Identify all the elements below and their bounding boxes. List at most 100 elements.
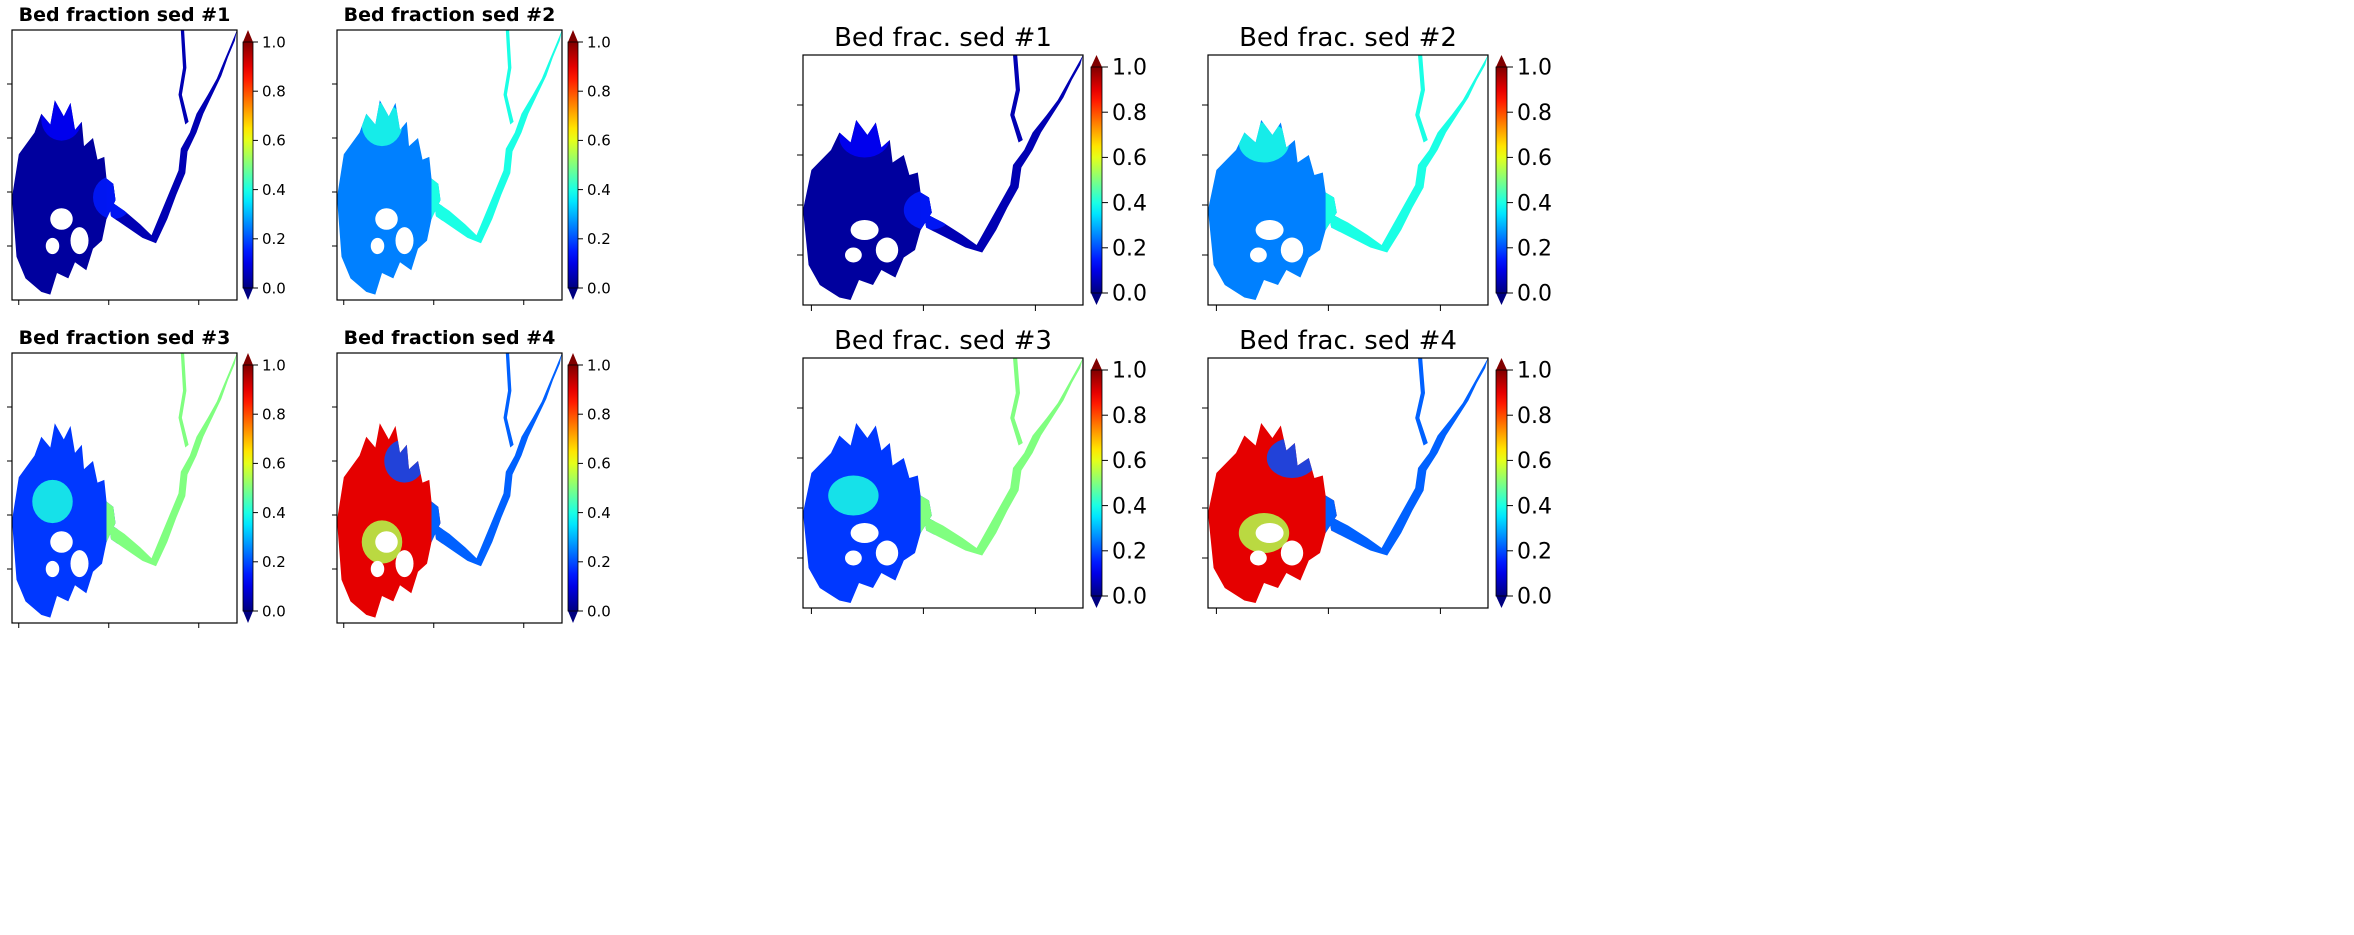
colorbar-extend-min xyxy=(568,611,578,623)
colorbar-tick-label: 0.8 xyxy=(262,405,286,423)
colorbar-extend-max xyxy=(1091,358,1102,370)
colorbar-extend-max xyxy=(568,30,578,42)
colorbar-tick-label: 1.0 xyxy=(1517,359,1552,384)
colorbar-tick-label: 0.8 xyxy=(1517,101,1552,126)
panel-title: Bed frac. sed #1 xyxy=(834,23,1052,53)
land-island xyxy=(50,208,73,230)
land-island xyxy=(50,531,73,553)
colorbar-gradient xyxy=(243,365,253,611)
colorbar-tick-label: 0.2 xyxy=(262,230,286,248)
fraction-patch xyxy=(828,476,878,516)
fraction-patch xyxy=(32,480,73,523)
colorbar-gradient xyxy=(568,365,578,611)
land-island xyxy=(371,238,385,254)
left-panel-2: Bed fraction sed #2 0.0 0.2 0.4 0.6 0.8 1.0 xyxy=(332,4,611,305)
colorbar: 0.0 0.2 0.4 0.6 0.8 1.0 xyxy=(243,30,286,300)
colorbar: 0.0 0.2 0.4 0.6 0.8 1.0 xyxy=(568,30,611,300)
colorbar-tick-label: 0.4 xyxy=(262,504,286,522)
colorbar-tick-label: 1.0 xyxy=(1517,56,1552,81)
colorbar-tick-label: 0.0 xyxy=(587,279,611,297)
colorbar-tick-label: 0.4 xyxy=(1517,191,1552,216)
colorbar-extend-min xyxy=(1091,293,1102,305)
colorbar-tick-label: 0.2 xyxy=(1517,540,1552,565)
land-island xyxy=(876,238,898,263)
colorbar-gradient xyxy=(1091,67,1102,293)
land-island xyxy=(876,541,898,566)
land-island xyxy=(1281,238,1303,263)
colorbar: 0.0 0.2 0.4 0.6 0.8 1.0 xyxy=(1091,55,1147,307)
colorbar-tick-label: 0.2 xyxy=(1517,237,1552,262)
panel-title: Bed fraction sed #3 xyxy=(19,327,231,349)
land-island xyxy=(1250,551,1267,566)
colorbar-tick-label: 0.4 xyxy=(1112,494,1147,519)
land-island xyxy=(396,227,414,254)
colorbar-extend-min xyxy=(243,611,253,623)
colorbar-gradient xyxy=(1496,67,1507,293)
colorbar-tick-label: 0.8 xyxy=(262,82,286,100)
right-panel-1: Bed frac. sed #10.00.20.40.60.81.0 xyxy=(797,23,1147,311)
colorbar-tick-label: 0.8 xyxy=(1112,404,1147,429)
colorbar: 0.0 0.2 0.4 0.6 0.8 1.0 xyxy=(1496,358,1552,610)
colorbar-tick-label: 0.8 xyxy=(1112,101,1147,126)
colorbar-gradient xyxy=(1091,370,1102,596)
colorbar-tick-label: 1.0 xyxy=(262,33,286,51)
land-island xyxy=(845,551,862,566)
colorbar-tick-label: 0.6 xyxy=(1112,146,1147,171)
panel-title: Bed fraction sed #1 xyxy=(19,4,231,26)
land-island xyxy=(1250,248,1267,263)
colorbar-tick-label: 0.8 xyxy=(587,82,611,100)
colorbar-tick-label: 0.2 xyxy=(587,553,611,571)
colorbar-tick-label: 0.8 xyxy=(1517,404,1552,429)
land-island xyxy=(375,531,398,553)
right-panel-3: Bed frac. sed #3 0.0 0.2 0.4 0.6 0.8 1.0 xyxy=(797,326,1147,614)
colorbar-tick-label: 0.2 xyxy=(1112,540,1147,565)
land-island xyxy=(1281,541,1303,566)
colorbar-tick-label: 0.0 xyxy=(1517,585,1552,610)
land-island xyxy=(1256,523,1284,543)
colorbar-tick-label: 0.4 xyxy=(587,504,611,522)
left-panel-3: Bed fraction sed #3 0.0 0.2 0.4 0.6 0.8 1.0 xyxy=(7,327,286,628)
colorbar-tick-label: 1.0 xyxy=(1112,56,1147,81)
colorbar-extend-max xyxy=(243,353,253,365)
colorbar-tick-label: 0.0 xyxy=(1517,282,1552,307)
colorbar-tick-label: 0.6 xyxy=(587,132,611,150)
land-island xyxy=(1256,220,1284,240)
colorbar-extend-max xyxy=(1496,55,1507,67)
panel-title: Bed fraction sed #2 xyxy=(344,4,556,26)
colorbar-tick-label: 0.2 xyxy=(1112,237,1147,262)
colorbar-gradient xyxy=(568,42,578,288)
land-island xyxy=(371,561,385,577)
colorbar-tick-label: 0.0 xyxy=(1112,282,1147,307)
left-panel-4: Bed fraction sed #4 0.0 0.2 0.4 0.6 0.8 1.0 xyxy=(332,327,611,628)
colorbar: 0.0 0.2 0.4 0.6 0.8 1.0 xyxy=(1091,358,1147,610)
land-island xyxy=(396,550,414,577)
colorbar-tick-label: 0.0 xyxy=(1112,585,1147,610)
land-island xyxy=(375,208,398,230)
right-panel-2: Bed frac. sed #2 0.0 0.2 0.4 0.6 0.8 1.0 xyxy=(1202,23,1552,311)
colorbar-tick-label: 0.0 xyxy=(262,279,286,297)
colorbar-tick-label: 0.6 xyxy=(1517,449,1552,474)
land-island xyxy=(851,523,879,543)
colorbar-tick-label: 0.8 xyxy=(587,405,611,423)
panel-title: Bed frac. sed #4 xyxy=(1239,326,1457,356)
colorbar-tick-label: 0.6 xyxy=(262,132,286,150)
colorbar: 0.0 0.2 0.4 0.6 0.8 1.0 xyxy=(1496,55,1552,307)
colorbar-gradient xyxy=(243,42,253,288)
colorbar-extend-min xyxy=(1496,293,1507,305)
land-island xyxy=(71,550,89,577)
colorbar: 0.0 0.2 0.4 0.6 0.8 1.0 xyxy=(568,353,611,623)
panel-title: Bed frac. sed #3 xyxy=(834,326,1052,356)
colorbar-extend-min xyxy=(568,288,578,300)
colorbar-extend-max xyxy=(243,30,253,42)
colorbar-tick-label: 1.0 xyxy=(587,33,611,51)
colorbar-tick-label: 0.2 xyxy=(262,553,286,571)
colorbar-tick-label: 1.0 xyxy=(1112,359,1147,384)
colorbar-tick-label: 0.6 xyxy=(262,455,286,473)
left-panel-1: Bed fraction sed #1 0.0 0.2 0.4 0.6 0.8 1.0 xyxy=(7,4,286,305)
land-island xyxy=(46,238,60,254)
colorbar-extend-max xyxy=(568,353,578,365)
colorbar-tick-label: 0.6 xyxy=(1112,449,1147,474)
colorbar-extend-max xyxy=(1496,358,1507,370)
land-island xyxy=(851,220,879,240)
